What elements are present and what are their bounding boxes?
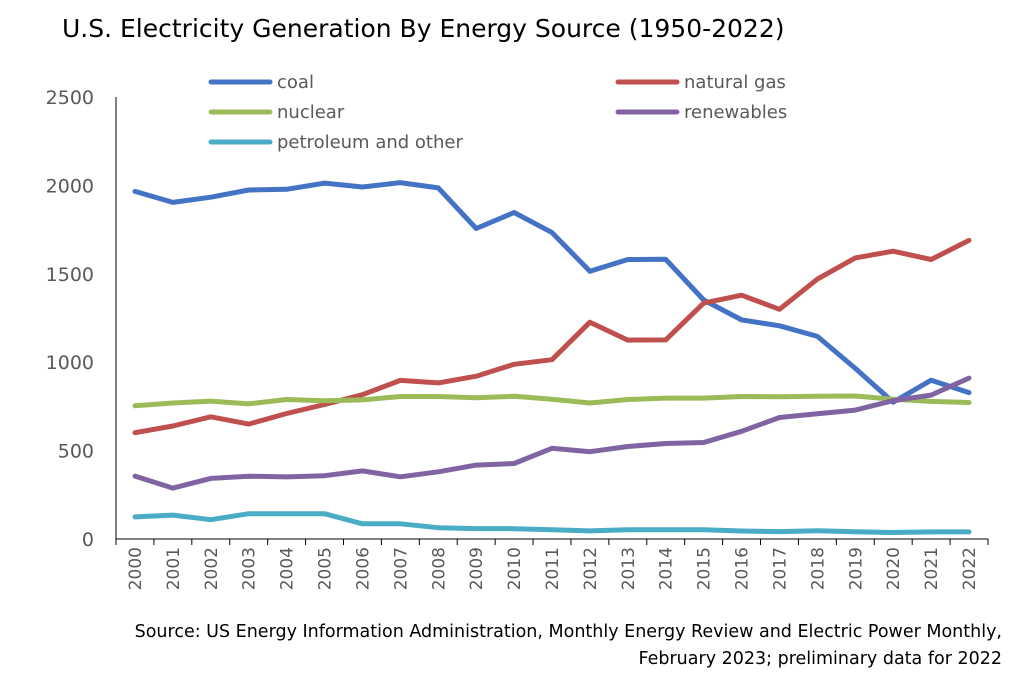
y-tick-label: 1000 — [46, 352, 94, 374]
series-line-renewables — [132, 375, 972, 491]
x-tick-label: 2000 — [126, 547, 146, 590]
x-tick-label: 2017 — [770, 547, 790, 590]
y-tick-label: 1500 — [46, 264, 94, 286]
x-tick-label: 2010 — [505, 547, 525, 590]
legend-label-nuclear: nuclear — [277, 102, 345, 123]
legend-label-petroleum-and-other: petroleum and other — [277, 132, 463, 153]
x-axis-ticks: 2000 2001 2002 2003 2004 2005 2006 2007 2008 2009… — [115, 539, 989, 590]
series-line-coal — [132, 180, 972, 405]
series-line-petroleum-and-other — [132, 511, 972, 535]
y-tick-label: 0 — [82, 529, 94, 551]
y-tick-label: 2500 — [46, 87, 94, 109]
y-axis-ticks: 0 500 1000 1500 2000 2500 — [46, 87, 94, 551]
x-tick-label: 2001 — [164, 547, 184, 590]
source-note-line-2: February 2023; preliminary data for 2022 — [638, 649, 1003, 669]
source-note-line-1: Source: US Energy Information Administra… — [134, 622, 1002, 642]
x-tick-label: 2011 — [543, 547, 563, 590]
x-tick-label: 2007 — [391, 547, 411, 590]
y-tick-label: 500 — [58, 441, 94, 463]
series-line-nuclear — [132, 393, 972, 409]
x-tick-label: 2008 — [429, 547, 449, 590]
legend-label-coal: coal — [277, 72, 314, 93]
x-tick-label: 2003 — [240, 547, 260, 590]
y-tick-label: 2000 — [46, 175, 94, 197]
chart-title: U.S. Electricity Generation By Energy So… — [62, 14, 785, 43]
series-line-natural-gas — [132, 237, 972, 436]
x-tick-label: 2006 — [353, 547, 373, 590]
x-tick-label: 2022 — [960, 547, 980, 590]
x-tick-label: 2002 — [202, 547, 222, 590]
x-tick-label: 2013 — [619, 547, 639, 590]
x-tick-label: 2012 — [581, 547, 601, 590]
chart-series — [132, 180, 972, 535]
x-tick-label: 2021 — [922, 547, 942, 590]
x-tick-label: 2009 — [467, 547, 487, 590]
x-tick-label: 2004 — [278, 547, 298, 590]
x-tick-label: 2020 — [884, 547, 904, 590]
chart-axes — [115, 97, 988, 540]
x-tick-label: 2018 — [808, 547, 828, 590]
x-tick-label: 2005 — [316, 547, 336, 590]
x-tick-label: 2019 — [846, 547, 866, 590]
x-tick-label: 2016 — [733, 547, 753, 590]
legend-label-renewables: renewables — [684, 102, 787, 123]
x-tick-label: 2014 — [657, 547, 677, 590]
x-tick-label: 2015 — [695, 547, 715, 590]
chart-legend: coal natural gas nuclear renewables petroleu… — [208, 72, 787, 153]
legend-label-natural-gas: natural gas — [684, 72, 786, 93]
